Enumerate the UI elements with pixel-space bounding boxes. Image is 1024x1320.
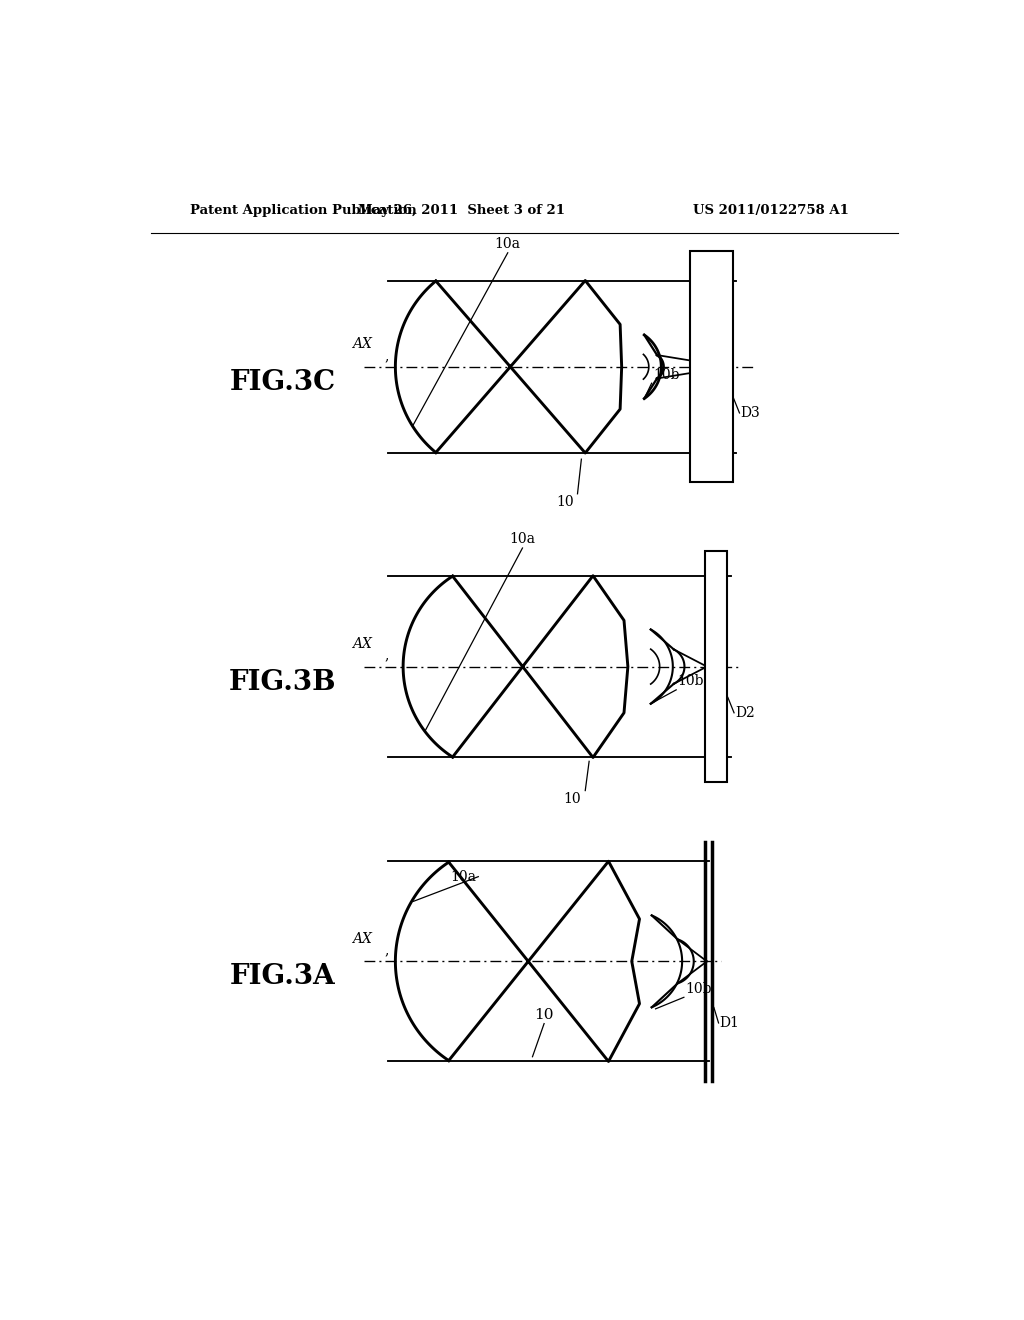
Text: 10a: 10a bbox=[510, 532, 536, 546]
Text: May 26, 2011  Sheet 3 of 21: May 26, 2011 Sheet 3 of 21 bbox=[357, 205, 565, 218]
Text: FIG.3B: FIG.3B bbox=[229, 668, 337, 696]
Text: US 2011/0122758 A1: US 2011/0122758 A1 bbox=[693, 205, 849, 218]
Text: FIG.3A: FIG.3A bbox=[230, 964, 336, 990]
Text: D2: D2 bbox=[735, 706, 755, 719]
Text: 10b: 10b bbox=[653, 368, 680, 381]
Text: 10a: 10a bbox=[451, 870, 477, 883]
Text: 10b: 10b bbox=[678, 675, 705, 688]
Text: Patent Application Publication: Patent Application Publication bbox=[190, 205, 417, 218]
Text: D3: D3 bbox=[740, 407, 760, 420]
Text: ,: , bbox=[385, 944, 389, 957]
Text: ,: , bbox=[385, 648, 389, 663]
Text: AX: AX bbox=[352, 338, 372, 351]
Bar bbox=[706, 552, 727, 781]
Text: 10a: 10a bbox=[495, 238, 521, 251]
Text: D1: D1 bbox=[719, 1016, 739, 1030]
Text: FIG.3C: FIG.3C bbox=[230, 368, 336, 396]
Text: AX: AX bbox=[352, 932, 372, 946]
Text: ,: , bbox=[385, 348, 389, 363]
Text: 10b: 10b bbox=[685, 982, 712, 995]
Text: 10: 10 bbox=[556, 495, 573, 510]
Text: AX: AX bbox=[352, 638, 372, 651]
Bar bbox=[690, 251, 732, 482]
Text: 10: 10 bbox=[564, 792, 582, 807]
Text: 10: 10 bbox=[535, 1008, 554, 1022]
